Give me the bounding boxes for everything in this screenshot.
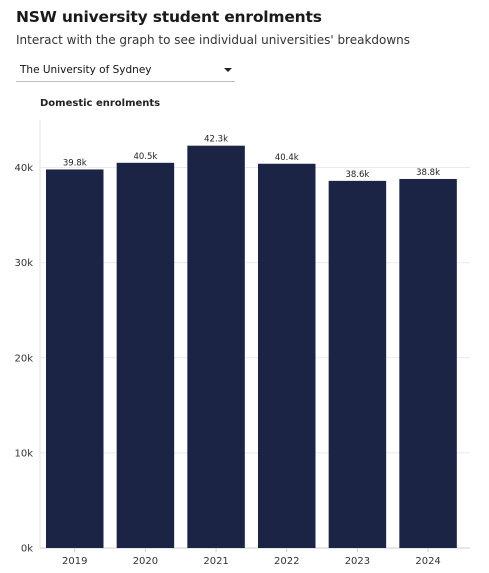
x-tick-label: 2019 xyxy=(62,556,87,567)
page-title: NSW university student enrolments xyxy=(16,8,322,26)
bar-2021[interactable] xyxy=(187,145,245,548)
y-tick-label: 30k xyxy=(14,258,33,269)
bar-2019[interactable] xyxy=(46,169,104,549)
data-label: 40.4k xyxy=(275,153,299,163)
data-label: 40.5k xyxy=(133,152,157,162)
y-tick-label: 20k xyxy=(14,353,33,364)
y-tick-label: 0k xyxy=(21,544,33,555)
y-tick-label: 40k xyxy=(14,163,33,174)
data-label: 39.8k xyxy=(63,158,87,168)
bar-2020[interactable] xyxy=(116,162,175,549)
bar-2023[interactable] xyxy=(328,180,387,549)
bar-2024[interactable] xyxy=(399,178,457,549)
x-tick-label: 2022 xyxy=(274,556,299,567)
chart-title: Domestic enrolments xyxy=(40,98,161,109)
data-label: 38.8k xyxy=(416,168,440,178)
university-select[interactable]: The University of Sydney xyxy=(16,58,235,82)
bar-2022[interactable] xyxy=(258,163,316,549)
x-tick-label: 2024 xyxy=(415,556,440,567)
page-subtitle: Interact with the graph to see individua… xyxy=(16,33,411,47)
x-tick-label: 2021 xyxy=(203,556,228,567)
university-select-value: The University of Sydney xyxy=(20,64,152,76)
y-tick-label: 10k xyxy=(14,448,33,459)
x-tick-label: 2020 xyxy=(133,556,158,567)
data-label: 42.3k xyxy=(204,135,228,145)
data-label: 38.6k xyxy=(345,170,369,180)
x-tick-label: 2023 xyxy=(345,556,370,567)
caret-down-icon xyxy=(224,68,232,72)
